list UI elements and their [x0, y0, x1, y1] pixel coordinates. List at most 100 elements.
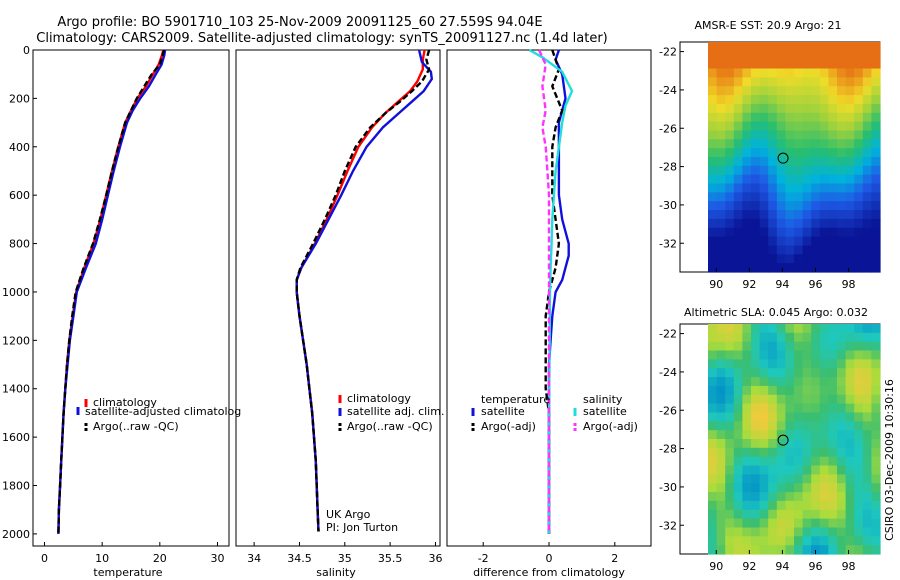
- heatmap-cell: [785, 483, 795, 493]
- heatmap-cell: [837, 492, 847, 502]
- heatmap-cell: [751, 332, 761, 343]
- heatmap-cell: [802, 59, 812, 70]
- temperature-xlabel: temperature: [93, 566, 162, 579]
- heatmap-cell: [742, 500, 752, 511]
- map-x-tick-label: 96: [809, 278, 823, 291]
- heatmap-cell: [708, 394, 718, 405]
- heatmap-cell: [828, 218, 838, 229]
- heatmap-cell: [837, 50, 847, 61]
- heatmap-cell: [862, 42, 872, 52]
- heatmap-cell: [768, 174, 778, 185]
- heatmap-cell: [854, 492, 864, 502]
- heatmap-cell: [794, 95, 804, 105]
- heatmap-cell: [785, 456, 795, 467]
- heatmap-cell: [725, 456, 735, 467]
- heatmap-cell: [759, 183, 769, 193]
- heatmap-cell: [794, 77, 804, 87]
- heatmap-cell: [733, 421, 743, 431]
- heatmap-cell: [708, 263, 718, 273]
- heatmap-cell: [708, 465, 718, 475]
- heatmap-cell: [862, 139, 872, 149]
- heatmap-cell: [828, 509, 838, 520]
- temperature-axes-frame: [32, 49, 230, 547]
- heatmap-cell: [837, 465, 847, 475]
- heatmap-cell: [785, 527, 795, 537]
- heatmap-cell: [811, 121, 821, 131]
- heatmap-cell: [819, 483, 829, 493]
- heatmap-cell: [862, 518, 872, 528]
- heatmap-cell: [794, 324, 804, 334]
- heatmap-cell: [751, 368, 761, 378]
- heatmap-cell: [725, 183, 735, 193]
- heatmap-cell: [794, 332, 804, 343]
- heatmap-cell: [854, 527, 864, 537]
- heatmap-cell: [742, 447, 752, 458]
- heatmap-cell: [828, 332, 838, 343]
- heatmap-cell: [785, 439, 795, 449]
- heatmap-cell: [751, 112, 761, 123]
- heatmap-cell: [871, 121, 881, 131]
- heatmap-cell: [845, 527, 855, 537]
- heatmap-cell: [871, 456, 881, 467]
- heatmap-cell: [862, 439, 872, 449]
- heatmap-cell: [802, 50, 812, 61]
- heatmap-cell: [742, 536, 752, 546]
- heatmap-cell: [811, 465, 821, 475]
- heatmap-cell: [742, 236, 752, 246]
- heatmap-cell: [716, 59, 726, 70]
- heatmap-cell: [759, 509, 769, 520]
- heatmap-cell: [708, 121, 718, 131]
- heatmap-cell: [862, 192, 872, 202]
- sst-map-ticks: 90 92 94 96 98 -22 -24 -26 -28 -30 -32: [659, 46, 856, 291]
- heatmap-cell: [828, 324, 838, 334]
- heatmap-cell: [802, 236, 812, 246]
- heatmap-cell: [837, 174, 847, 185]
- heatmap-cell: [819, 192, 829, 202]
- heatmap-cell: [819, 439, 829, 449]
- heatmap-cell: [862, 130, 872, 140]
- heatmap-cell: [837, 42, 847, 52]
- heatmap-cell: [733, 465, 743, 475]
- heatmap-cell: [725, 447, 735, 458]
- heatmap-cell: [742, 121, 752, 131]
- heatmap-cell: [862, 385, 872, 396]
- heatmap-cell: [751, 465, 761, 475]
- heatmap-cell: [845, 332, 855, 343]
- heatmap-cell: [725, 130, 735, 140]
- heatmap-cell: [751, 341, 761, 352]
- heatmap-cell: [751, 245, 761, 255]
- heatmap-cell: [751, 139, 761, 149]
- difference-xlabel: difference from climatology: [473, 566, 625, 579]
- heatmap-cell: [751, 350, 761, 360]
- heatmap-cell: [725, 59, 735, 70]
- heatmap-cell: [708, 103, 718, 114]
- heatmap-cell: [828, 536, 838, 546]
- heatmap-cell: [802, 341, 812, 352]
- heatmap-cell: [845, 324, 855, 334]
- heatmap-cell: [759, 201, 769, 211]
- x-tick-label: 35.5: [378, 552, 403, 565]
- heatmap-cell: [768, 121, 778, 131]
- heatmap-cell: [759, 527, 769, 537]
- heatmap-cell: [742, 86, 752, 96]
- heatmap-cell: [802, 394, 812, 405]
- heatmap-cell: [819, 165, 829, 176]
- heatmap-cell: [871, 465, 881, 475]
- heatmap-cell: [733, 500, 743, 511]
- heatmap-cell: [854, 430, 864, 440]
- heatmap-cell: [759, 341, 769, 352]
- heatmap-cell: [854, 50, 864, 61]
- heatmap-cell: [819, 245, 829, 255]
- heatmap-cell: [871, 474, 881, 484]
- heatmap-cell: [725, 536, 735, 546]
- heatmap-cell: [708, 447, 718, 458]
- heatmap-cell: [759, 59, 769, 70]
- heatmap-cell: [725, 148, 735, 158]
- temperature-lines: [57, 49, 167, 534]
- heatmap-cell: [819, 218, 829, 229]
- legend-argo-label: Argo(..raw -QC): [347, 420, 433, 433]
- heatmap-cell: [845, 112, 855, 123]
- heatmap-cell: [811, 403, 821, 413]
- heatmap-cell: [828, 174, 838, 185]
- heatmap-cell: [837, 165, 847, 176]
